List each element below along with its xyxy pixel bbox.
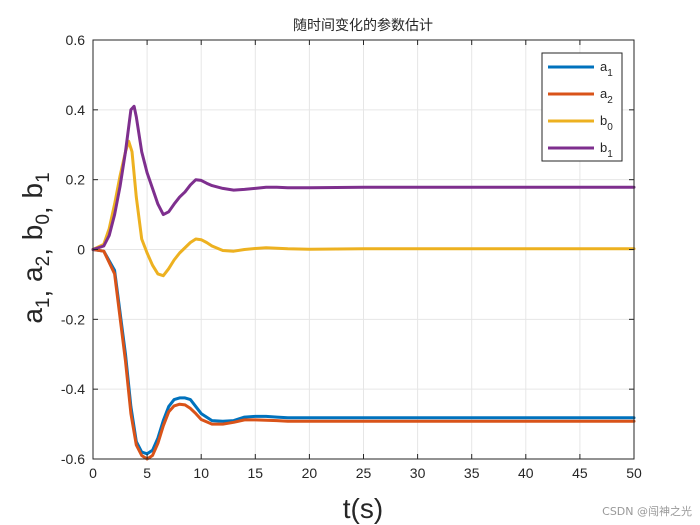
x-tick-label: 40 xyxy=(518,465,534,481)
y-axis-label: a1, a2, b0, b1 xyxy=(17,172,55,323)
y-axis-ticks: -0.6 -0.4 -0.2 0 0.2 0.4 0.6 xyxy=(61,32,634,467)
y-tick-label: -0.6 xyxy=(61,451,85,467)
x-tick-label: 0 xyxy=(89,465,97,481)
legend-label-b0: b0 xyxy=(600,113,613,133)
x-tick-label: 10 xyxy=(193,465,209,481)
legend-label-b1: b1 xyxy=(600,140,613,160)
x-tick-label: 15 xyxy=(248,465,264,481)
y-axis-label-text: a1, a2, b0, b1 xyxy=(17,172,55,323)
x-tick-label: 30 xyxy=(410,465,426,481)
legend: a1 a2 b0 b1 xyxy=(541,52,623,162)
y-tick-label: 0.2 xyxy=(66,172,86,188)
legend-label-a2: a2 xyxy=(600,86,613,106)
x-tick-label: 35 xyxy=(464,465,480,481)
x-axis-ticks: 0 5 10 15 20 25 30 35 40 45 50 xyxy=(89,40,642,481)
y-tick-label: 0 xyxy=(77,242,85,258)
series-line-a2 xyxy=(91,248,636,461)
series-line-b1 xyxy=(91,104,636,251)
x-axis-label: t(s) xyxy=(343,493,383,524)
x-tick-label: 25 xyxy=(356,465,372,481)
series-lines xyxy=(91,104,636,461)
x-tick-label: 20 xyxy=(302,465,318,481)
y-tick-label: -0.4 xyxy=(61,381,85,397)
chart-title: 随时间变化的参数估计 xyxy=(293,17,433,34)
y-tick-label: 0.6 xyxy=(66,32,86,48)
legend-label-a1: a1 xyxy=(600,59,613,79)
x-tick-label: 5 xyxy=(143,465,151,481)
y-tick-label: -0.2 xyxy=(61,311,85,327)
legend-box xyxy=(541,52,623,162)
x-tick-label: 45 xyxy=(572,465,588,481)
x-tick-label: 50 xyxy=(626,465,642,481)
y-tick-label: 0.4 xyxy=(66,102,86,118)
watermark: CSDN @闯神之光 xyxy=(602,505,692,518)
